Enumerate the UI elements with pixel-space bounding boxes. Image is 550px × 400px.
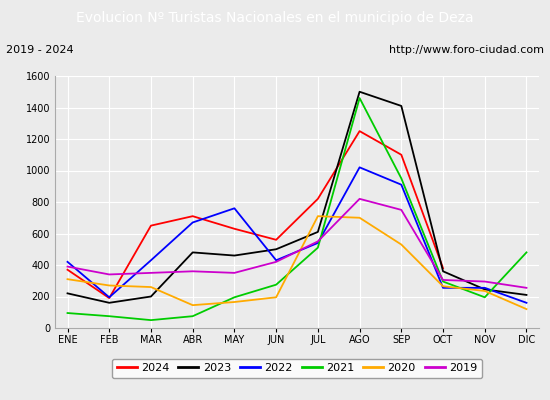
2020: [106, 283, 113, 288]
2019: [523, 286, 530, 290]
2019: [356, 196, 363, 201]
2022: [189, 220, 196, 225]
2020: [398, 242, 405, 247]
2023: [64, 291, 71, 296]
2020: [189, 303, 196, 308]
2021: [523, 250, 530, 255]
Text: 2019 - 2024: 2019 - 2024: [6, 45, 73, 55]
2020: [523, 307, 530, 312]
2022: [481, 286, 488, 290]
2019: [189, 269, 196, 274]
2023: [273, 247, 279, 252]
2019: [481, 279, 488, 284]
2020: [315, 214, 321, 218]
2019: [64, 264, 71, 269]
2024: [273, 238, 279, 242]
Text: http://www.foro-ciudad.com: http://www.foro-ciudad.com: [389, 45, 544, 55]
2023: [315, 230, 321, 234]
2019: [315, 239, 321, 244]
2024: [356, 129, 363, 134]
2020: [147, 285, 154, 290]
2019: [273, 260, 279, 264]
Line: 2019: 2019: [68, 199, 526, 288]
2022: [147, 258, 154, 263]
2020: [273, 295, 279, 300]
2020: [440, 284, 447, 289]
2024: [398, 152, 405, 157]
2021: [231, 295, 238, 300]
2019: [398, 208, 405, 212]
Line: 2024: 2024: [68, 131, 443, 298]
Legend: 2024, 2023, 2022, 2021, 2020, 2019: 2024, 2023, 2022, 2021, 2020, 2019: [112, 359, 482, 378]
2024: [231, 226, 238, 231]
Line: 2021: 2021: [68, 98, 526, 320]
2023: [481, 287, 488, 292]
2022: [356, 165, 363, 170]
2021: [106, 314, 113, 318]
2022: [440, 286, 447, 290]
2020: [481, 288, 488, 293]
2022: [273, 258, 279, 263]
2023: [231, 253, 238, 258]
2021: [398, 176, 405, 181]
2022: [315, 240, 321, 245]
2023: [440, 269, 447, 274]
2019: [147, 270, 154, 275]
2024: [189, 214, 196, 218]
2019: [106, 272, 113, 277]
Line: 2023: 2023: [68, 92, 526, 303]
2020: [231, 300, 238, 304]
Line: 2022: 2022: [68, 167, 526, 303]
2021: [273, 282, 279, 287]
2021: [315, 245, 321, 250]
2024: [147, 223, 154, 228]
2022: [64, 260, 71, 264]
2022: [523, 300, 530, 305]
2021: [481, 295, 488, 300]
2023: [523, 292, 530, 297]
2022: [231, 206, 238, 211]
2020: [356, 215, 363, 220]
Text: Evolucion Nº Turistas Nacionales en el municipio de Deza: Evolucion Nº Turistas Nacionales en el m…: [76, 11, 474, 25]
2023: [398, 104, 405, 108]
2022: [106, 295, 113, 300]
2019: [440, 278, 447, 282]
2021: [64, 311, 71, 316]
2021: [147, 318, 154, 322]
2021: [440, 279, 447, 284]
2020: [64, 277, 71, 282]
2024: [315, 196, 321, 201]
2024: [64, 267, 71, 272]
2023: [189, 250, 196, 255]
2021: [189, 314, 196, 318]
2023: [147, 294, 154, 299]
Line: 2020: 2020: [68, 216, 526, 309]
2022: [398, 182, 405, 187]
2024: [106, 296, 113, 300]
2023: [106, 300, 113, 305]
2024: [440, 266, 447, 270]
2023: [356, 89, 363, 94]
2021: [356, 96, 363, 100]
2019: [231, 270, 238, 275]
